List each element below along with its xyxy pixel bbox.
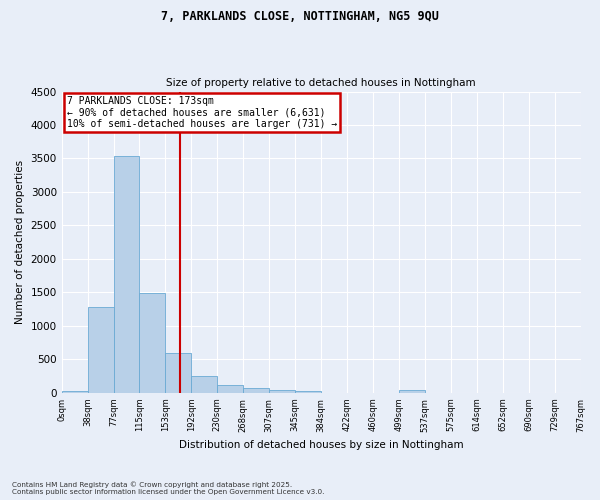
Bar <box>191 376 217 393</box>
Bar <box>217 385 243 393</box>
Bar <box>269 390 295 393</box>
Bar <box>243 388 269 393</box>
Y-axis label: Number of detached properties: Number of detached properties <box>15 160 25 324</box>
Bar <box>62 392 88 393</box>
Bar <box>166 353 191 393</box>
Title: Size of property relative to detached houses in Nottingham: Size of property relative to detached ho… <box>166 78 476 88</box>
X-axis label: Distribution of detached houses by size in Nottingham: Distribution of detached houses by size … <box>179 440 463 450</box>
Bar <box>295 391 321 393</box>
Bar <box>113 156 139 393</box>
Bar <box>88 307 113 393</box>
Bar <box>139 293 166 393</box>
Text: Contains HM Land Registry data © Crown copyright and database right 2025.
Contai: Contains HM Land Registry data © Crown c… <box>12 482 325 495</box>
Text: 7, PARKLANDS CLOSE, NOTTINGHAM, NG5 9QU: 7, PARKLANDS CLOSE, NOTTINGHAM, NG5 9QU <box>161 10 439 23</box>
Text: 7 PARKLANDS CLOSE: 173sqm
← 90% of detached houses are smaller (6,631)
10% of se: 7 PARKLANDS CLOSE: 173sqm ← 90% of detac… <box>67 96 337 130</box>
Bar <box>399 390 425 393</box>
